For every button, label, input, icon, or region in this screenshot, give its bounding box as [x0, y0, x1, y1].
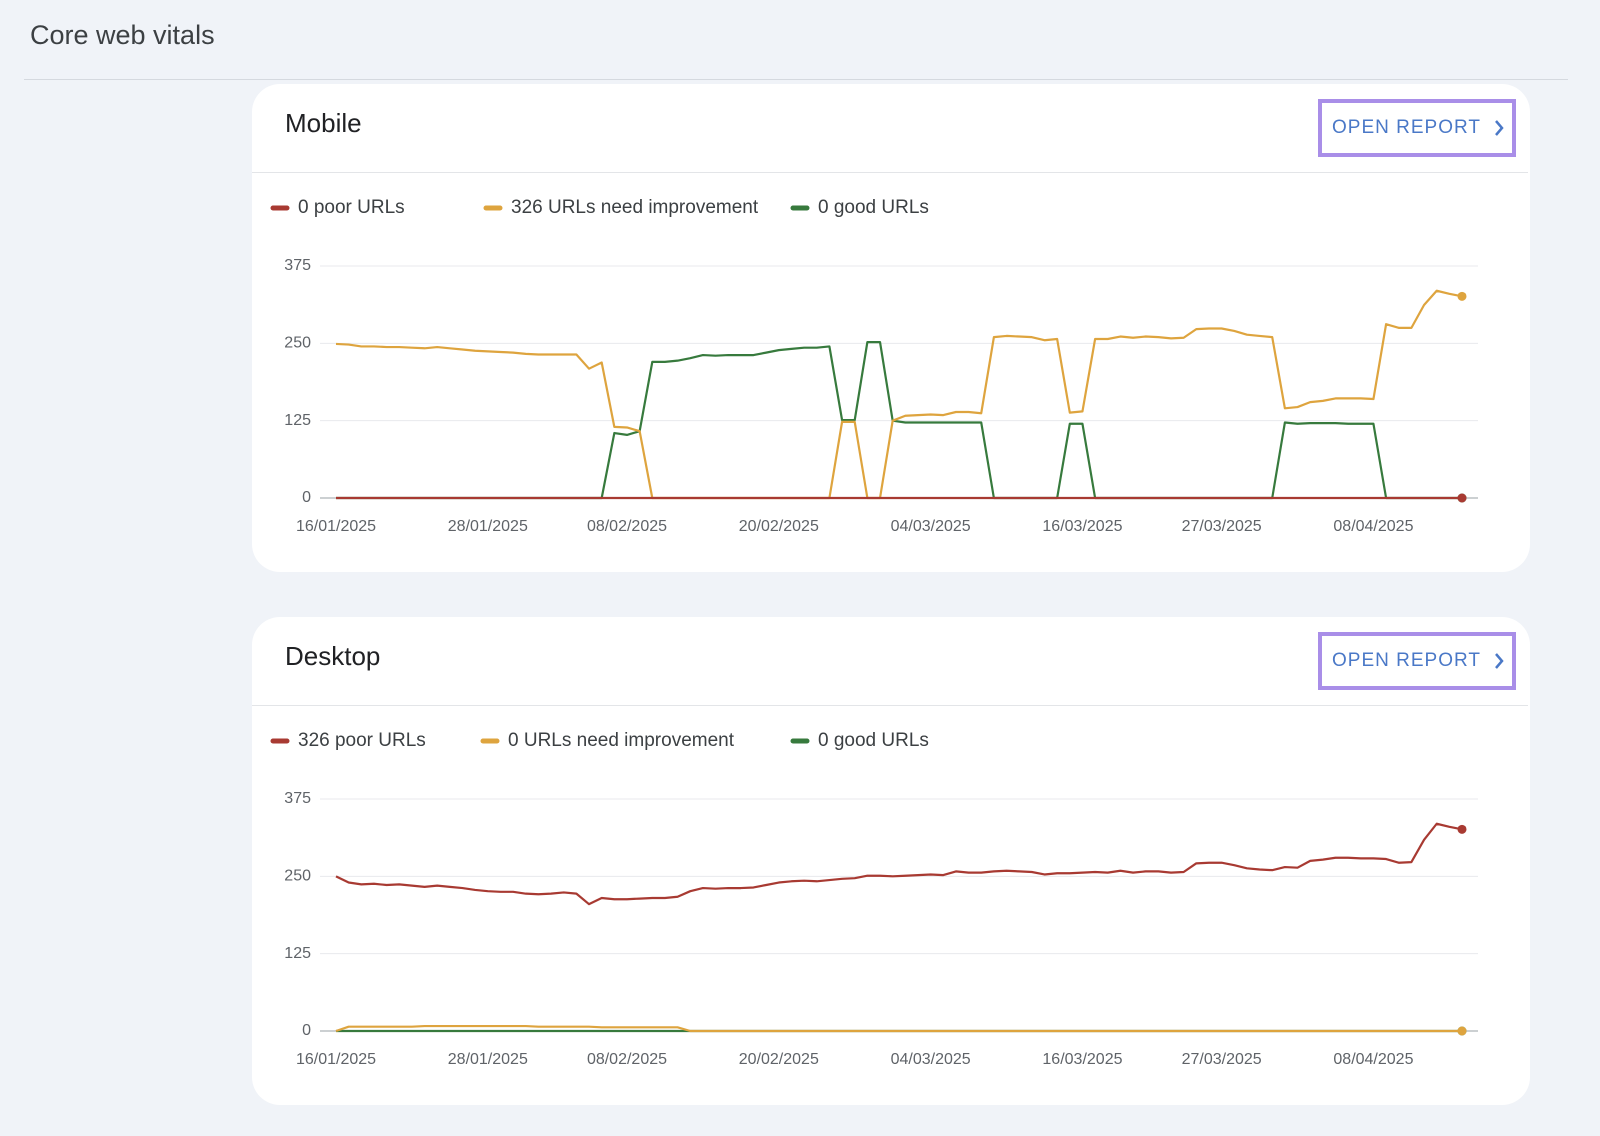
end-point: [1457, 824, 1467, 834]
series-line: [336, 340, 1462, 500]
y-tick-label: 125: [284, 412, 311, 429]
card: Desktop OPEN REPORT 326 poor URLs 0 URLs ne…: [252, 617, 1530, 1105]
open-report-button[interactable]: OPEN REPORT: [1318, 632, 1516, 690]
x-tick-label: 08/02/2025: [587, 1051, 667, 1068]
page-title: Core web vitals: [30, 20, 215, 50]
x-tick-label: 20/02/2025: [739, 518, 819, 535]
y-tick-label: 250: [284, 335, 311, 352]
x-tick-label: 04/03/2025: [891, 1051, 971, 1068]
chart: 326 poor URLs 0 URLs need improvement 0 go…: [270, 730, 1478, 1068]
series-line: [335, 289, 1463, 500]
end-point: [1457, 493, 1467, 503]
x-tick-label: 28/01/2025: [448, 1051, 528, 1068]
x-tick-label: 08/04/2025: [1333, 1051, 1413, 1068]
y-tick-label: 375: [284, 257, 311, 274]
x-tick-label: 04/03/2025: [891, 518, 971, 535]
end-point: [1457, 291, 1467, 301]
x-tick-label: 20/02/2025: [739, 1051, 819, 1068]
y-tick-label: 0: [302, 489, 311, 506]
legend-label: 0 URLs need improvement: [508, 730, 735, 751]
x-tick-label: 08/04/2025: [1333, 518, 1413, 535]
chart: 0 poor URLs 326 URLs need improvement 0 go…: [270, 197, 1478, 535]
series-line: [335, 822, 1463, 906]
chevron-icon: [1495, 653, 1504, 669]
card-title: Mobile: [285, 108, 362, 138]
x-tick-label: 16/01/2025: [296, 518, 376, 535]
chevron: [1495, 653, 1504, 669]
legend-label: 0 poor URLs: [298, 197, 405, 218]
card-title: Desktop: [285, 641, 381, 671]
y-tick-label: 0: [302, 1022, 311, 1039]
legend-label: 0 good URLs: [818, 730, 929, 751]
x-tick-label: 27/03/2025: [1182, 1051, 1262, 1068]
button-label: OPEN REPORT: [1332, 650, 1481, 671]
open-report-button[interactable]: OPEN REPORT: [1318, 99, 1516, 157]
card-divider: [252, 705, 1528, 706]
button-label: OPEN REPORT: [1332, 117, 1481, 138]
x-tick-label: 16/01/2025: [296, 1051, 376, 1068]
x-tick-label: 08/02/2025: [587, 518, 667, 535]
y-tick-label: 125: [284, 945, 311, 962]
x-tick-label: 16/03/2025: [1042, 518, 1122, 535]
y-tick-label: 375: [284, 790, 311, 807]
divider: [24, 79, 1568, 80]
legend-label: 326 URLs need improvement: [511, 197, 759, 218]
end-point: [1457, 1026, 1467, 1036]
legend-label: 0 good URLs: [818, 197, 929, 218]
legend-label: 326 poor URLs: [298, 730, 426, 751]
series-line: [335, 1024, 1462, 1033]
card: Mobile OPEN REPORT 0 poor URLs 326 URLs nee…: [252, 84, 1530, 572]
y-tick-label: 250: [284, 868, 311, 885]
x-tick-label: 16/03/2025: [1042, 1051, 1122, 1068]
x-tick-label: 27/03/2025: [1182, 518, 1262, 535]
chevron: [1495, 120, 1504, 136]
chevron-icon: [1495, 120, 1504, 136]
card-divider: [252, 172, 1528, 173]
x-tick-label: 28/01/2025: [448, 518, 528, 535]
